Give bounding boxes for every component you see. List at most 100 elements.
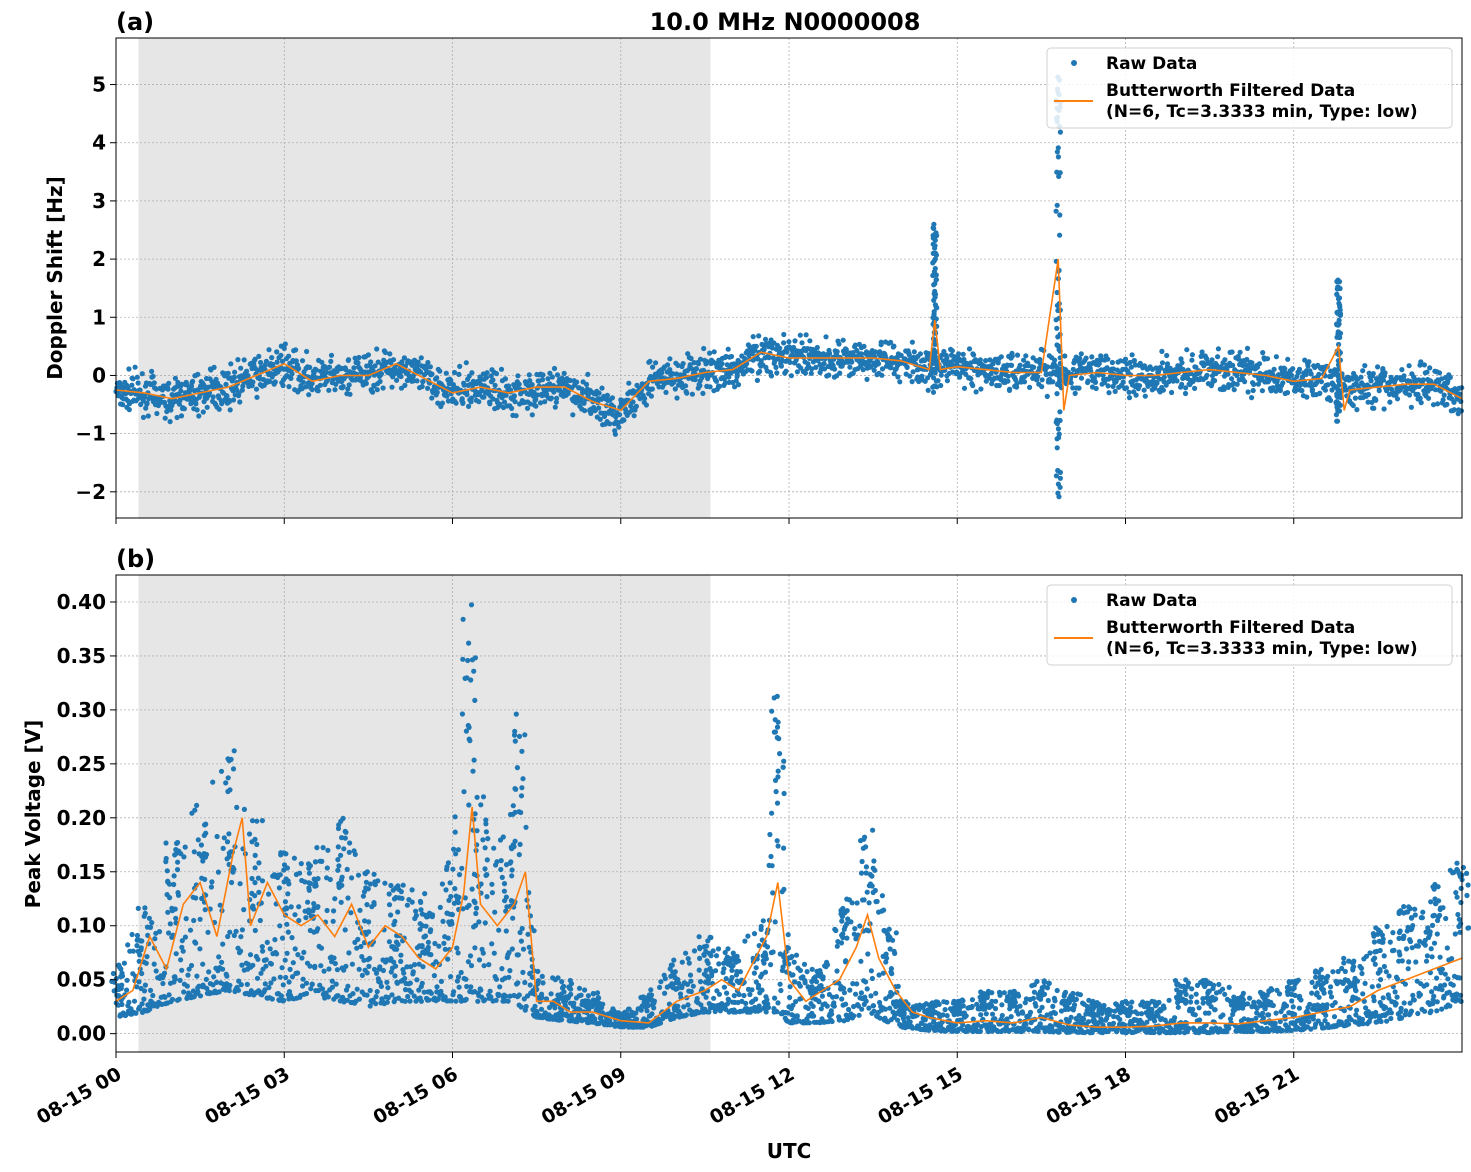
- raw-data-point: [774, 370, 780, 376]
- raw-data-point: [578, 992, 584, 998]
- raw-data-point: [813, 364, 819, 370]
- raw-data-point: [335, 844, 341, 850]
- raw-data-point: [476, 919, 482, 925]
- raw-data-point: [489, 881, 495, 887]
- raw-data-point: [409, 887, 415, 893]
- raw-data-point: [532, 1003, 538, 1010]
- raw-data-point: [868, 364, 874, 370]
- raw-data-point: [220, 966, 226, 972]
- raw-data-point: [342, 927, 348, 933]
- raw-data-point: [1141, 387, 1147, 393]
- raw-data-point: [280, 982, 286, 988]
- raw-data-point: [674, 395, 680, 401]
- raw-data-point: [511, 393, 517, 399]
- raw-data-point: [1187, 999, 1194, 1005]
- raw-data-point: [466, 802, 472, 808]
- raw-data-point: [1244, 345, 1251, 351]
- raw-data-point: [486, 962, 492, 968]
- raw-data-point: [428, 990, 434, 996]
- raw-data-point: [194, 973, 200, 979]
- raw-data-point: [255, 367, 261, 374]
- raw-data-point: [1039, 1004, 1045, 1011]
- raw-data-point: [753, 343, 759, 349]
- raw-data-point: [407, 998, 413, 1004]
- raw-data-point: [484, 894, 490, 900]
- raw-data-point: [505, 998, 511, 1004]
- raw-data-point: [1256, 361, 1263, 367]
- raw-data-point: [742, 355, 748, 362]
- raw-data-point: [439, 881, 445, 887]
- raw-data-point: [858, 958, 864, 964]
- raw-data-point: [1017, 362, 1023, 368]
- raw-data-point: [583, 381, 590, 387]
- raw-data-point: [555, 975, 561, 981]
- raw-data-point: [968, 376, 974, 382]
- raw-data-point: [783, 368, 789, 374]
- raw-data-point: [1408, 404, 1414, 410]
- raw-data-point: [1417, 395, 1423, 401]
- raw-data-point: [298, 861, 304, 867]
- raw-data-point: [1184, 347, 1190, 353]
- raw-data-point: [191, 917, 197, 924]
- raw-data-point: [162, 415, 168, 421]
- raw-data-point: [254, 975, 261, 981]
- raw-data-point: [736, 991, 742, 998]
- raw-data-point: [732, 384, 738, 390]
- raw-data-point: [278, 352, 284, 358]
- raw-data-point: [1179, 381, 1185, 387]
- raw-data-point: [781, 340, 787, 346]
- raw-data-point: [209, 879, 215, 885]
- raw-data-point: [983, 1011, 989, 1017]
- raw-data-point: [917, 351, 924, 357]
- raw-data-point: [891, 343, 897, 349]
- raw-data-point: [166, 380, 172, 386]
- raw-data-point: [561, 370, 567, 376]
- raw-data-point: [372, 363, 378, 369]
- raw-data-point: [198, 842, 204, 848]
- raw-data-point: [777, 751, 783, 757]
- raw-data-point: [761, 346, 767, 352]
- raw-data-point: [119, 1001, 125, 1008]
- raw-data-point: [797, 967, 804, 974]
- raw-data-point: [1264, 356, 1271, 362]
- raw-data-point: [200, 961, 206, 967]
- raw-data-point: [1309, 387, 1315, 393]
- raw-data-point: [386, 902, 393, 908]
- raw-data-point: [1172, 1015, 1178, 1021]
- raw-data-point: [693, 366, 700, 372]
- raw-data-point: [216, 406, 222, 412]
- raw-data-point: [1365, 391, 1372, 398]
- raw-data-point: [529, 412, 535, 418]
- raw-data-point: [454, 945, 460, 951]
- raw-data-point: [456, 984, 462, 990]
- raw-data-point: [402, 975, 408, 982]
- raw-data-point: [607, 421, 613, 427]
- raw-data-point: [374, 989, 380, 995]
- raw-data-point: [359, 972, 365, 979]
- raw-data-point: [596, 390, 602, 396]
- raw-data-point: [1316, 371, 1322, 377]
- raw-data-point: [357, 907, 363, 913]
- raw-data-point: [230, 397, 237, 403]
- raw-data-point: [313, 367, 319, 373]
- raw-data-point: [437, 904, 443, 911]
- raw-data-point: [259, 944, 265, 950]
- raw-data-point: [484, 857, 490, 863]
- raw-data-point: [1376, 388, 1382, 394]
- raw-data-point: [282, 341, 288, 347]
- raw-data-point: [250, 379, 256, 385]
- raw-data-point: [269, 355, 275, 361]
- raw-data-point: [197, 993, 204, 999]
- raw-data-point: [346, 382, 352, 388]
- raw-data-point: [230, 766, 237, 772]
- raw-data-point: [292, 912, 298, 918]
- raw-data-point: [143, 405, 149, 411]
- raw-data-point: [382, 349, 388, 356]
- raw-data-point: [1189, 357, 1195, 363]
- raw-data-point: [177, 977, 183, 984]
- raw-data-point: [407, 980, 413, 986]
- raw-data-point: [1054, 169, 1060, 175]
- raw-data-point: [599, 385, 605, 391]
- raw-data-point: [1054, 325, 1060, 331]
- raw-data-point: [445, 935, 451, 941]
